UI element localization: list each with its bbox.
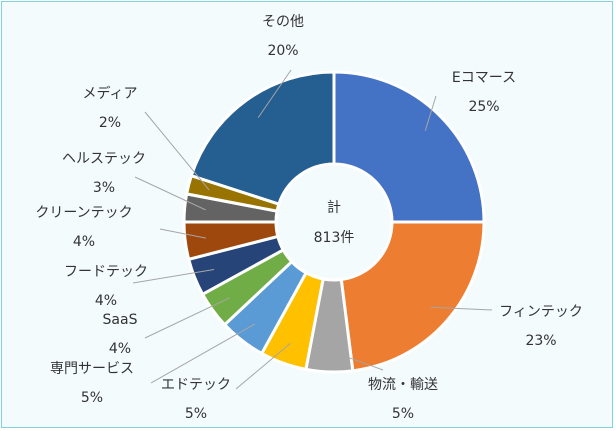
leader-line-2 xyxy=(329,350,384,371)
slice-label-pct-8: 3% xyxy=(93,180,115,196)
slice-label-name-8: ヘルステック xyxy=(62,151,146,167)
slice-label-name-2: 物流・輸送 xyxy=(368,377,438,393)
leader-lines-group xyxy=(132,69,493,390)
slice-label-name-10: その他 xyxy=(262,14,304,30)
slice-label-name-9: メディア xyxy=(82,85,137,102)
labels-group: Eコマース 25% フィンテック 23% 物流・輸送 5% エドテック 5% 専門サービス 5% S… xyxy=(35,14,583,422)
slice-label-pct-5: 4% xyxy=(109,341,131,357)
slice-label-name-0: Eコマース xyxy=(452,70,516,86)
slice-label-pct-2: 5% xyxy=(392,406,414,422)
slice-label-pct-4: 5% xyxy=(81,390,103,406)
slice-label-name-1: フィンテック xyxy=(499,304,583,320)
slice-label-pct-10: 20% xyxy=(267,43,298,59)
leader-line-6 xyxy=(132,268,215,284)
slice-label-name-7: クリーンテック xyxy=(35,205,132,221)
slice-1 xyxy=(339,220,486,373)
slice-label-pct-9: 2% xyxy=(99,115,121,131)
slice-label-name-6: フードテック xyxy=(64,264,148,280)
slice-label-name-3: エドテック xyxy=(161,377,231,393)
slice-label-pct-0: 25% xyxy=(468,99,499,115)
leader-line-7 xyxy=(159,228,207,239)
center-label-title: 計 xyxy=(327,200,341,216)
leader-line-3 xyxy=(235,342,291,390)
slice-label-pct-3: 5% xyxy=(185,406,207,422)
slice-label-pct-7: 4% xyxy=(73,234,95,250)
leader-line-1 xyxy=(430,306,493,311)
leader-line-10 xyxy=(257,69,292,118)
leader-line-0 xyxy=(424,95,437,131)
leader-line-9 xyxy=(144,111,210,191)
slice-10 xyxy=(189,70,336,206)
slice-0 xyxy=(332,70,486,224)
slice-label-name-4: 専門サービス xyxy=(50,361,134,377)
slice-label-name-5: SaaS xyxy=(103,312,138,328)
leader-line-4 xyxy=(150,323,256,384)
slice-label-pct-6: 4% xyxy=(95,293,117,309)
leader-line-8 xyxy=(134,176,206,211)
slices-group xyxy=(182,70,486,374)
slice-label-pct-1: 23% xyxy=(525,333,556,349)
leader-line-5 xyxy=(144,297,230,339)
center-label-total: 813件 xyxy=(314,230,355,246)
